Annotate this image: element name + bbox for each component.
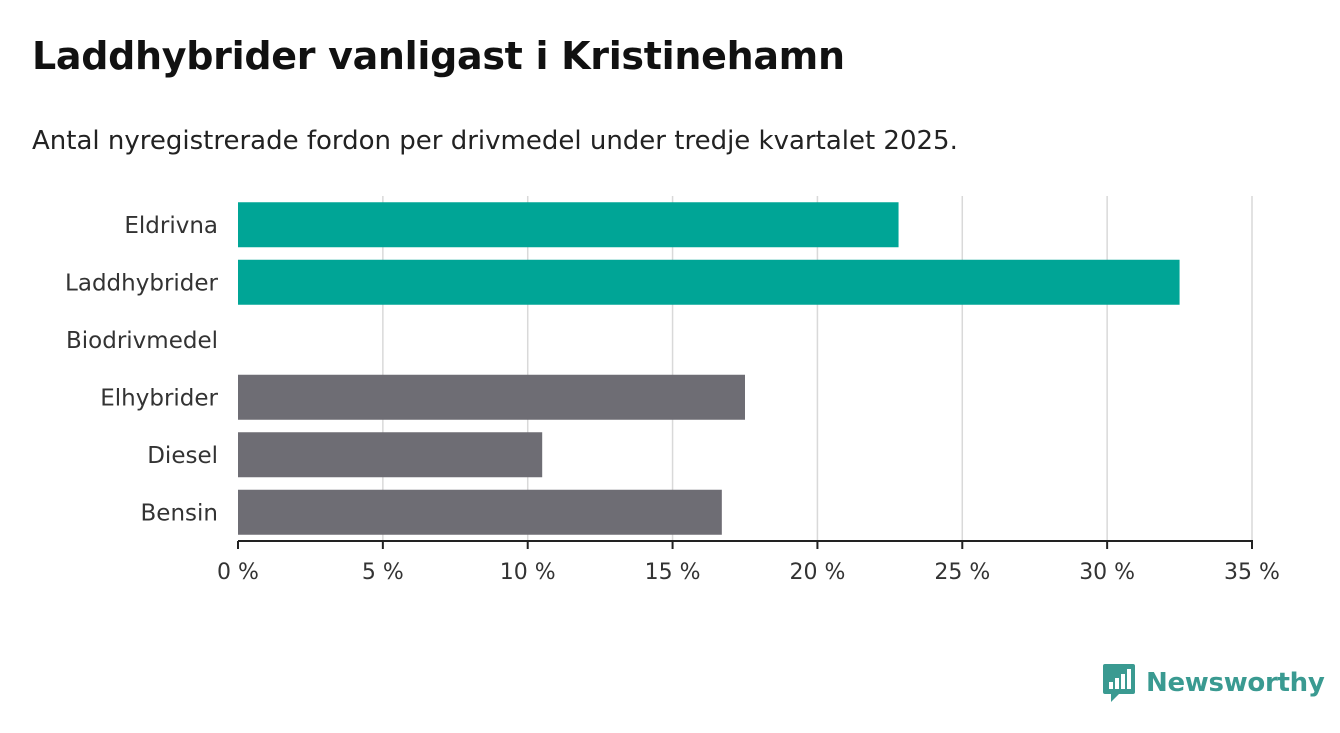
category-label: Biodrivmedel — [66, 328, 218, 354]
category-label: Diesel — [147, 443, 218, 469]
bars — [238, 202, 1180, 535]
x-tick-label: 30 % — [1079, 560, 1135, 585]
category-labels: Eldrivna Laddhybrider Biodrivmedel Elhybrid… — [65, 213, 218, 527]
newsworthy-logo: Newsworthy — [1102, 662, 1325, 704]
chart-title: Laddhybrider vanligast i Kristinehamn — [32, 34, 845, 78]
x-tick-label: 35 % — [1224, 560, 1280, 585]
x-tick-label: 20 % — [789, 560, 845, 585]
bar-chart-speech-icon — [1103, 664, 1135, 702]
category-label: Bensin — [141, 500, 218, 526]
x-tick-label: 10 % — [500, 560, 556, 585]
chart-subtitle: Antal nyregistrerade fordon per drivmede… — [32, 126, 958, 156]
bar-eldrivna — [238, 202, 899, 248]
x-tick-label: 0 % — [217, 560, 259, 585]
bar-diesel — [238, 432, 543, 478]
bar-elhybrider — [238, 374, 745, 420]
x-tick-label: 25 % — [934, 560, 990, 585]
x-axis: 0 % 5 % 10 % 15 % 20 % 25 % 30 % 35 % — [217, 540, 1280, 585]
bar-bensin — [238, 489, 722, 535]
gridlines — [382, 196, 1253, 541]
category-label: Laddhybrider — [65, 270, 218, 296]
x-tick-label: 15 % — [645, 560, 701, 585]
bar-laddhybrider — [238, 259, 1180, 305]
category-label: Elhybrider — [100, 385, 218, 411]
category-label: Eldrivna — [124, 213, 218, 239]
x-tick-label: 5 % — [362, 560, 404, 585]
brand-name: Newsworthy — [1146, 668, 1325, 698]
bar-chart: Eldrivna Laddhybrider Biodrivmedel Elhybrid… — [65, 196, 1280, 585]
